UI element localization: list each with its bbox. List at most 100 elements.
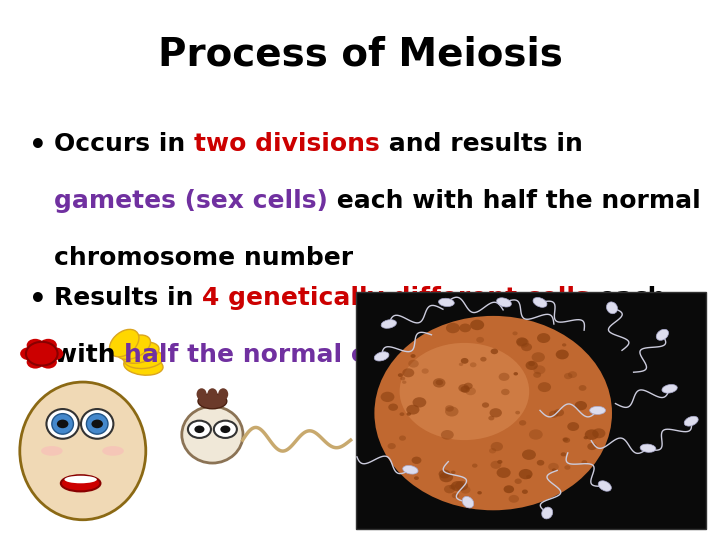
Ellipse shape	[109, 329, 139, 357]
Circle shape	[470, 320, 484, 330]
Circle shape	[554, 409, 564, 416]
Circle shape	[459, 363, 463, 366]
Circle shape	[516, 338, 528, 346]
Circle shape	[410, 354, 415, 358]
Circle shape	[91, 420, 103, 428]
Circle shape	[490, 408, 502, 417]
Text: chromosome number: chromosome number	[54, 246, 353, 269]
Circle shape	[490, 442, 503, 451]
Ellipse shape	[606, 302, 618, 314]
Circle shape	[400, 376, 405, 380]
Text: 4 genetically different cells: 4 genetically different cells	[202, 286, 590, 310]
Circle shape	[522, 449, 536, 460]
Circle shape	[528, 361, 535, 366]
Circle shape	[549, 411, 559, 418]
Circle shape	[444, 485, 455, 494]
Ellipse shape	[462, 496, 474, 508]
Circle shape	[460, 486, 470, 494]
Circle shape	[538, 382, 551, 392]
Text: •: •	[29, 286, 47, 314]
Circle shape	[388, 403, 398, 411]
Circle shape	[519, 420, 526, 426]
Ellipse shape	[46, 409, 78, 438]
Circle shape	[575, 401, 587, 410]
Circle shape	[408, 360, 419, 368]
Text: two divisions: two divisions	[194, 132, 379, 156]
Ellipse shape	[533, 298, 547, 307]
Circle shape	[482, 402, 489, 408]
Circle shape	[562, 343, 567, 347]
Circle shape	[20, 347, 37, 360]
Ellipse shape	[218, 388, 228, 400]
Ellipse shape	[400, 343, 529, 440]
Ellipse shape	[402, 465, 418, 474]
Circle shape	[400, 413, 405, 416]
Ellipse shape	[598, 481, 611, 491]
Circle shape	[455, 481, 468, 490]
Ellipse shape	[86, 414, 108, 434]
Text: Results in: Results in	[54, 286, 202, 310]
Circle shape	[459, 384, 469, 392]
Ellipse shape	[590, 406, 606, 415]
Circle shape	[40, 356, 57, 369]
Ellipse shape	[41, 446, 63, 456]
Text: and results in: and results in	[379, 132, 582, 156]
Circle shape	[588, 443, 597, 450]
Circle shape	[387, 443, 396, 449]
Ellipse shape	[381, 320, 397, 328]
Circle shape	[413, 397, 426, 408]
Ellipse shape	[541, 507, 553, 519]
Circle shape	[398, 373, 403, 377]
Text: each with half the normal: each with half the normal	[328, 189, 701, 213]
Circle shape	[465, 387, 476, 395]
Circle shape	[537, 333, 550, 343]
Ellipse shape	[207, 388, 217, 400]
Circle shape	[522, 489, 528, 494]
Circle shape	[503, 485, 514, 493]
Ellipse shape	[198, 394, 227, 409]
Ellipse shape	[656, 329, 669, 340]
Circle shape	[27, 356, 44, 369]
Circle shape	[459, 323, 471, 332]
Ellipse shape	[197, 388, 207, 400]
Ellipse shape	[81, 409, 114, 438]
Circle shape	[490, 348, 498, 354]
Circle shape	[498, 460, 503, 464]
Circle shape	[451, 470, 456, 474]
Circle shape	[414, 476, 419, 480]
Ellipse shape	[438, 298, 454, 307]
Text: with: with	[54, 343, 125, 367]
Circle shape	[449, 484, 456, 489]
Circle shape	[563, 437, 570, 443]
Circle shape	[490, 461, 501, 469]
Circle shape	[534, 372, 541, 378]
Circle shape	[562, 437, 568, 442]
Circle shape	[220, 426, 230, 433]
Circle shape	[531, 352, 545, 362]
Circle shape	[497, 468, 510, 478]
Circle shape	[439, 472, 453, 482]
Circle shape	[461, 386, 470, 393]
Circle shape	[521, 343, 532, 351]
Circle shape	[480, 357, 487, 362]
Circle shape	[441, 430, 454, 440]
Circle shape	[406, 404, 420, 415]
Circle shape	[536, 460, 544, 465]
Text: Process of Meiosis: Process of Meiosis	[158, 35, 562, 73]
Circle shape	[592, 428, 606, 438]
Circle shape	[402, 381, 406, 384]
Circle shape	[526, 475, 531, 478]
Ellipse shape	[122, 342, 159, 363]
Circle shape	[472, 463, 477, 468]
Circle shape	[402, 368, 414, 377]
Circle shape	[499, 373, 510, 381]
Text: each: each	[590, 286, 665, 310]
Circle shape	[513, 332, 518, 335]
Circle shape	[529, 429, 543, 440]
Ellipse shape	[124, 349, 163, 368]
Ellipse shape	[684, 416, 698, 426]
Circle shape	[534, 365, 546, 374]
Circle shape	[445, 407, 459, 416]
Circle shape	[433, 378, 446, 388]
Circle shape	[46, 347, 63, 360]
